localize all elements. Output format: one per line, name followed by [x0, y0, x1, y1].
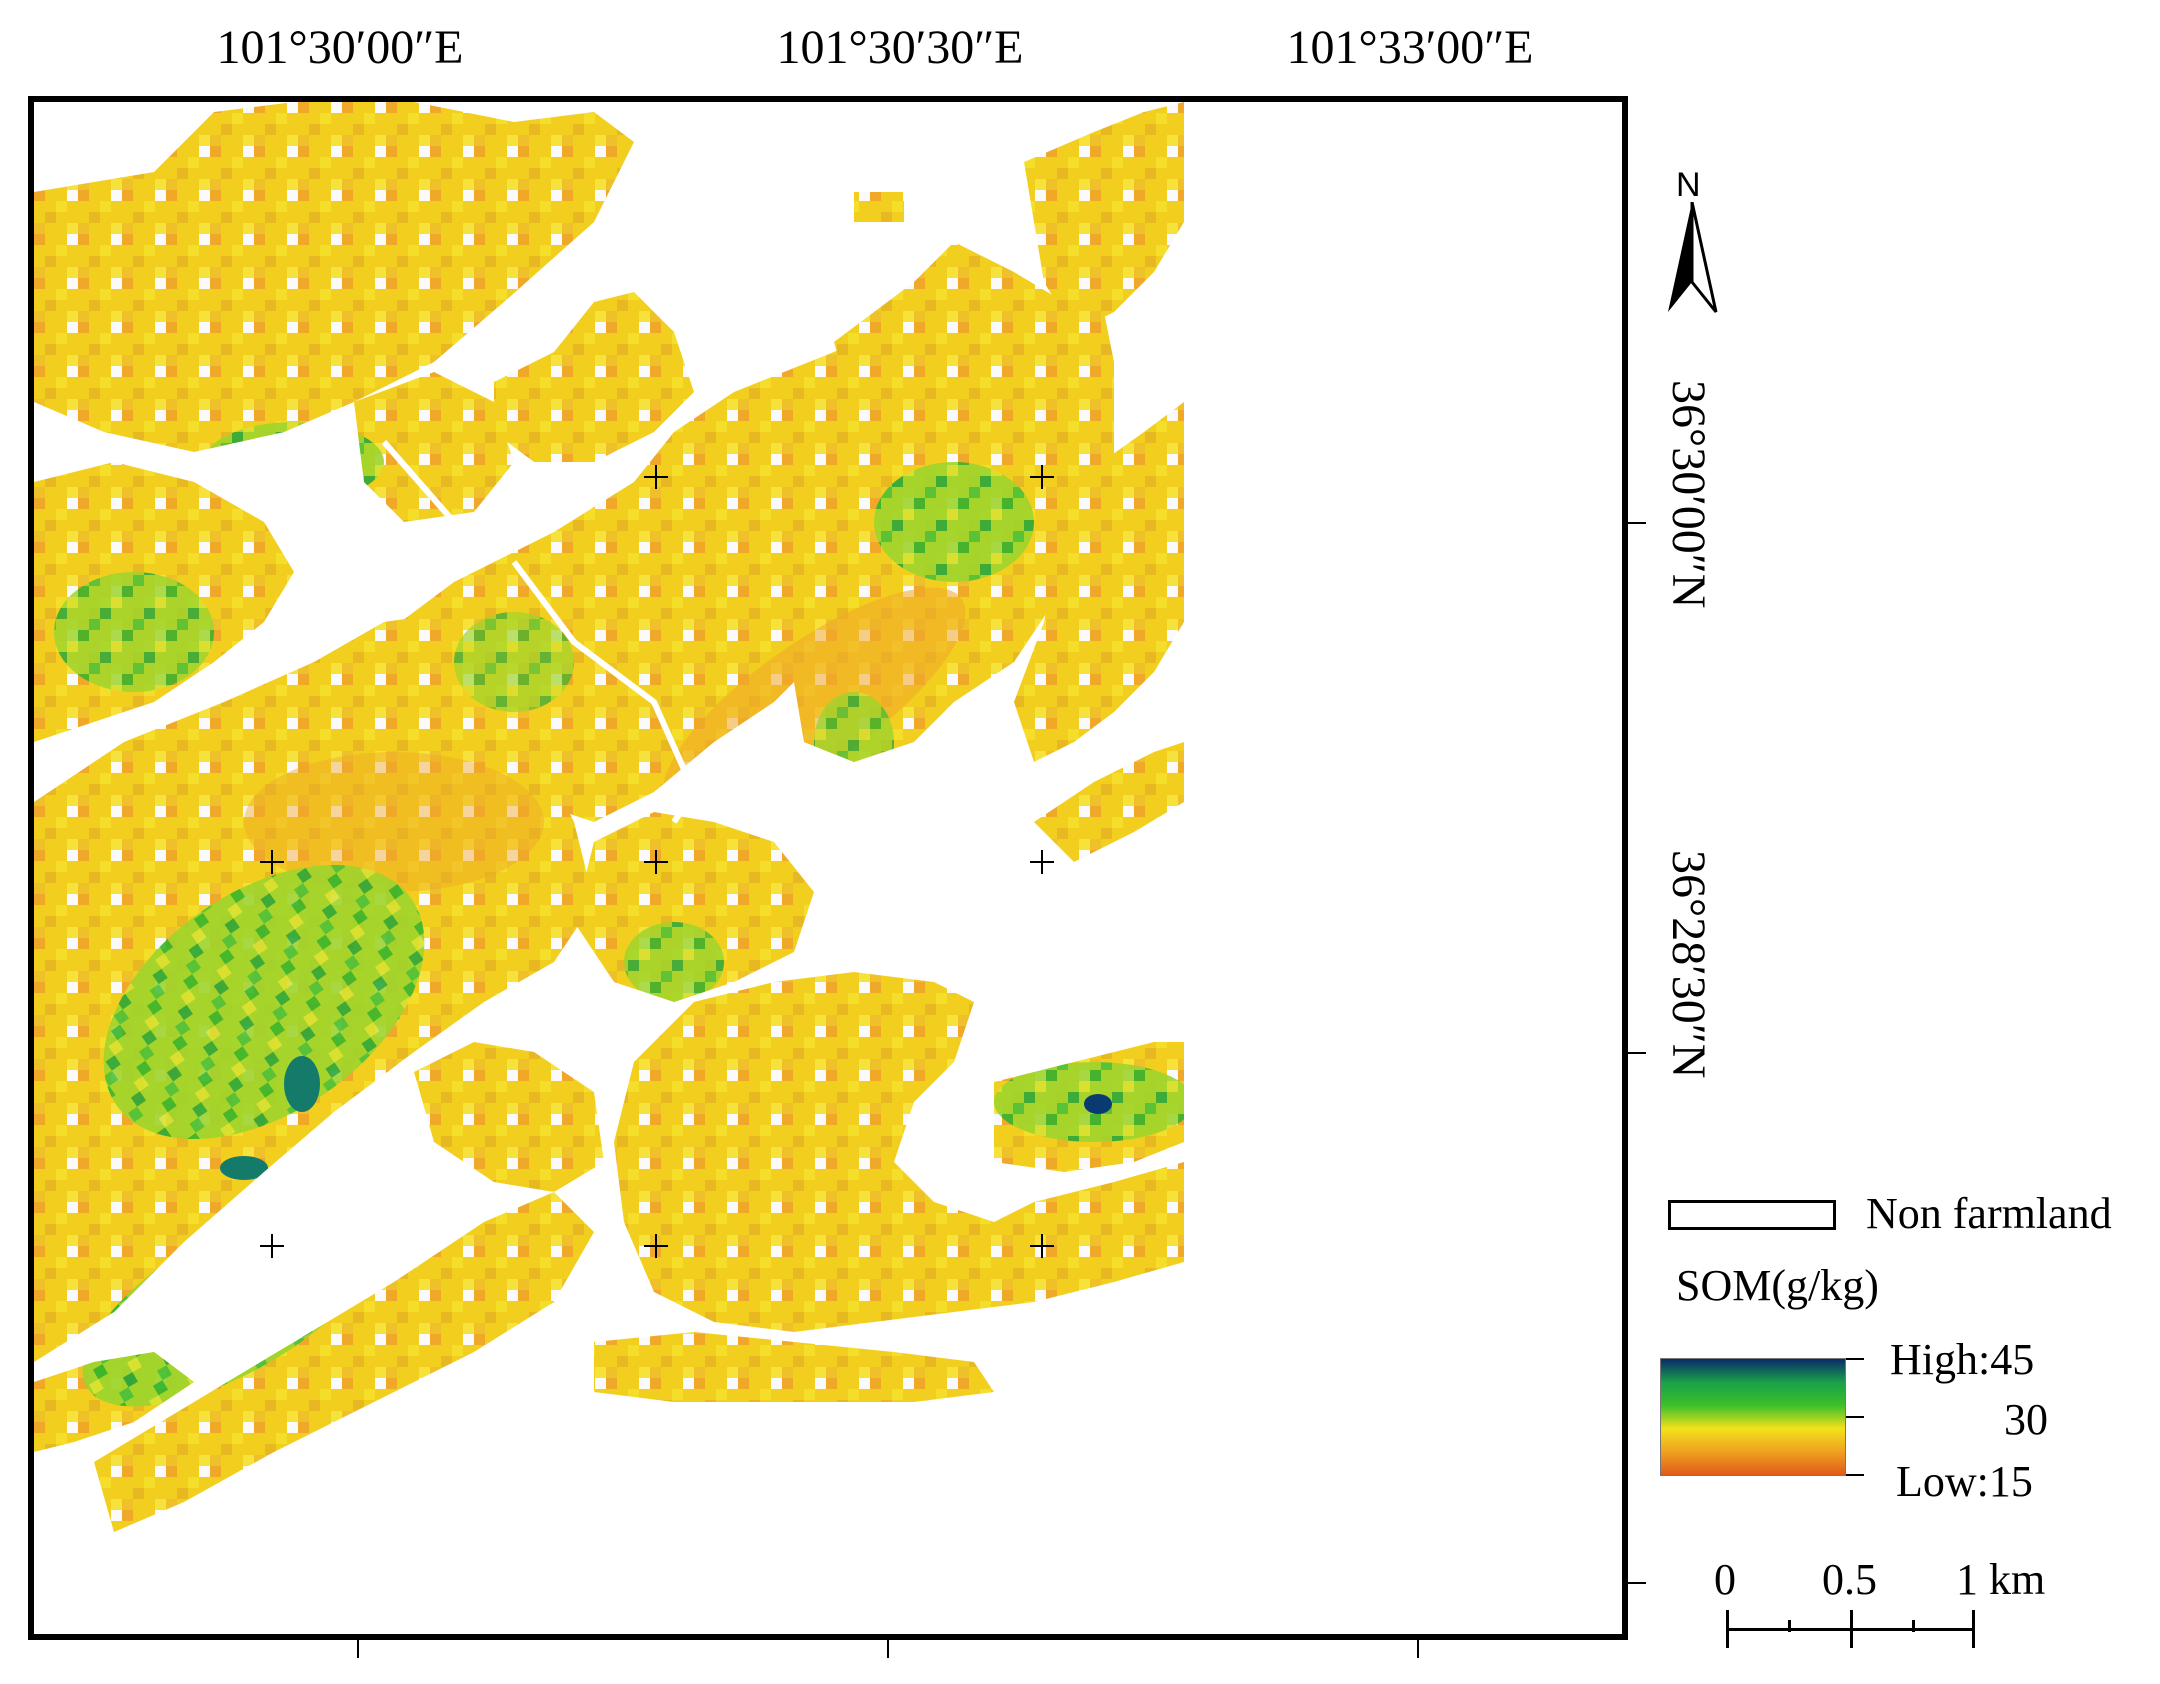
north-arrow-icon: [1668, 202, 1718, 313]
legend-high-label: High:45: [1890, 1335, 2035, 1384]
ramp-tick-mid: [1846, 1416, 1864, 1418]
ramp-tick-low: [1846, 1474, 1864, 1476]
y-tick-1: [1628, 522, 1646, 524]
legend-mid-label: 30: [2004, 1395, 2048, 1444]
y-tick-3: [1628, 1582, 1646, 1584]
ramp-tick-high: [1846, 1358, 1864, 1360]
x-tick-2: [887, 1640, 889, 1658]
som-title: SOM(g/kg): [1676, 1261, 1879, 1310]
scale-tick-three-quarter: [1912, 1620, 1915, 1632]
scale-label-half: 0.5: [1822, 1555, 1877, 1604]
latitude-label-1: 36°30′00″N: [1662, 380, 1715, 609]
x-tick-1: [357, 1640, 359, 1658]
x-tick-3: [1417, 1640, 1419, 1658]
scale-label-1km: 1 km: [1956, 1555, 2046, 1604]
north-arrow: N: [1664, 166, 1724, 316]
north-arrow-label: N: [1676, 166, 1701, 204]
grid-crosses: [260, 465, 1054, 1258]
scale-tick-quarter: [1788, 1620, 1791, 1632]
som-color-ramp: [1660, 1358, 1846, 1476]
map-frame: [28, 96, 1628, 1640]
legend-low-label: Low:15: [1896, 1457, 2033, 1506]
som-raster-map: [34, 102, 1184, 1532]
longitude-label-1: 101°30′00″E: [216, 21, 464, 74]
scale-tick-half: [1850, 1610, 1853, 1648]
scale-label-0: 0: [1714, 1555, 1736, 1604]
scale-tick-1km: [1972, 1610, 1975, 1648]
nonfarmland-swatch: [1668, 1200, 1836, 1230]
y-tick-2: [1628, 1052, 1646, 1054]
nonfarmland-label: Non farmland: [1866, 1189, 2112, 1238]
latitude-label-2: 36°28′30″N: [1662, 850, 1715, 1079]
longitude-label-3: 101°33′00″E: [1286, 21, 1534, 74]
longitude-label-2: 101°30′30″E: [776, 21, 1024, 74]
scale-tick-0: [1726, 1610, 1729, 1648]
